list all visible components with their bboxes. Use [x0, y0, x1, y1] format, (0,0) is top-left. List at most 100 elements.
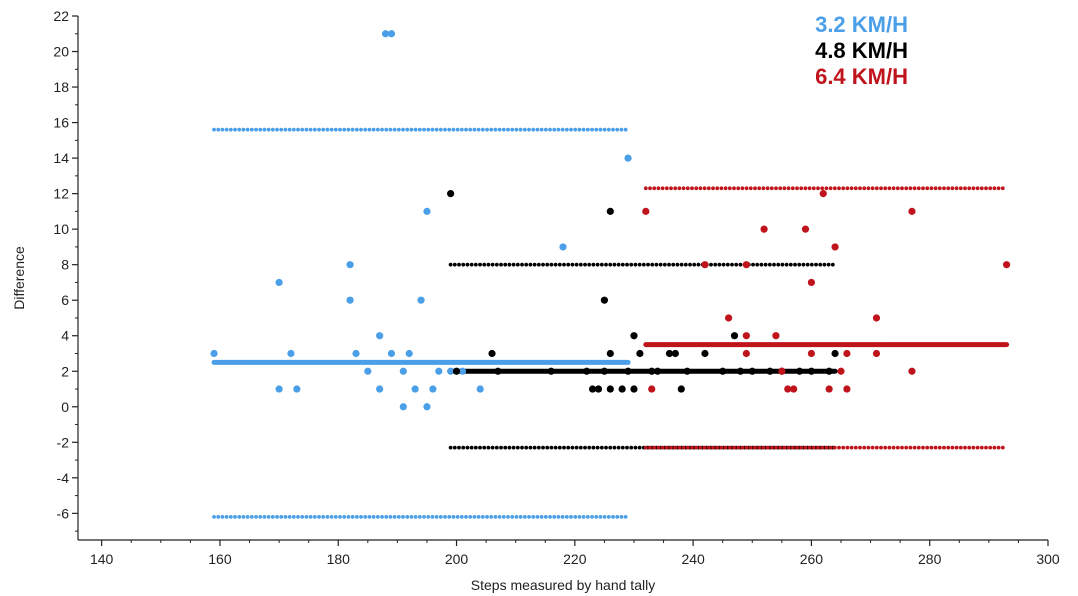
upper-limit-dot-1 [612, 262, 617, 267]
upper-limit-dot-2 [883, 186, 888, 191]
lower-limit-dot-2 [963, 445, 967, 450]
lower-limit-dot-0 [619, 515, 624, 519]
upper-limit-dot-2 [799, 186, 804, 191]
upper-limit-dot-2 [824, 186, 829, 191]
lower-limit-dot-0 [375, 515, 380, 519]
upper-limit-dot-1 [465, 262, 470, 267]
upper-limit-dot-0 [489, 127, 494, 132]
lower-limit-dot-1 [574, 445, 579, 450]
upper-limit-dot-2 [971, 186, 976, 191]
lower-limit-dot-0 [606, 515, 611, 519]
data-point-1 [447, 190, 455, 198]
upper-limit-dot-2 [698, 186, 703, 191]
lower-limit-dot-2 [992, 445, 997, 450]
upper-limit-dot-1 [616, 262, 621, 267]
y-tick-label: -6 [57, 505, 70, 521]
data-point-0 [275, 385, 283, 393]
lower-limit-dot-1 [562, 445, 566, 450]
upper-limit-dot-1 [688, 262, 692, 267]
upper-limit-dot-2 [870, 186, 875, 191]
upper-limit-dot-2 [954, 186, 959, 191]
upper-limit-dot-1 [805, 262, 810, 267]
data-point-2 [790, 385, 798, 393]
lower-limit-dot-0 [224, 515, 229, 519]
upper-limit-dot-1 [662, 262, 667, 267]
lower-limit-dot-0 [573, 515, 578, 519]
upper-limit-dot-2 [845, 186, 850, 191]
lower-limit-dot-1 [499, 445, 503, 450]
upper-limit-dot-2 [685, 186, 690, 191]
upper-limit-dot-0 [300, 127, 305, 132]
upper-limit-dot-2 [740, 186, 745, 191]
upper-limit-dot-2 [736, 186, 741, 191]
lower-limit-dot-1 [545, 445, 550, 450]
lower-limit-dot-2 [732, 445, 736, 450]
data-point-0 [287, 349, 295, 358]
lower-limit-dot-0 [594, 515, 599, 519]
upper-limit-dot-2 [858, 186, 862, 191]
upper-limit-dot-0 [585, 127, 590, 132]
data-point-1 [730, 332, 739, 340]
data-point-2 [778, 367, 786, 375]
data-point-2 [872, 349, 881, 358]
lower-limit-dot-0 [363, 515, 368, 519]
upper-limit-dot-0 [325, 127, 330, 132]
x-tick-label: 300 [1036, 551, 1060, 567]
lower-limit-dot-2 [828, 445, 833, 450]
lower-limit-dot-0 [359, 515, 363, 519]
lower-limit-dot-0 [447, 515, 452, 519]
upper-limit-dot-1 [520, 262, 524, 267]
legend: 3.2 KM/H4.8 KM/H6.4 KM/H [815, 12, 908, 89]
lower-limit-dot-2 [900, 445, 904, 450]
upper-limit-dot-0 [417, 127, 422, 132]
upper-limit-dot-0 [258, 127, 263, 132]
upper-limit-dot-2 [912, 186, 917, 191]
lower-limit-dot-1 [599, 445, 604, 450]
upper-limit-dot-2 [853, 186, 858, 191]
upper-limit-dot-0 [552, 127, 557, 132]
upper-limit-dot-0 [443, 127, 447, 132]
data-point-1 [648, 367, 656, 375]
upper-limit-dot-2 [879, 186, 883, 191]
lower-limit-dot-2 [841, 445, 846, 450]
lower-limit-dot-0 [480, 515, 485, 519]
data-point-1 [630, 332, 638, 340]
lower-limit-dot-2 [694, 445, 699, 450]
lower-limit-dot-2 [967, 445, 972, 450]
upper-limit-dot-0 [611, 127, 615, 132]
upper-limit-dot-1 [570, 262, 575, 267]
lower-limit-dot-2 [891, 445, 896, 450]
data-point-2 [648, 385, 656, 393]
data-point-2 [807, 349, 816, 358]
lower-limit-dot-2 [942, 445, 946, 450]
lower-limit-dot-1 [478, 445, 482, 450]
lower-limit-dot-0 [417, 515, 422, 519]
upper-limit-dot-1 [524, 262, 529, 267]
upper-limit-dot-2 [921, 186, 925, 191]
upper-limit-dot-1 [776, 262, 781, 267]
upper-limit-dot-2 [673, 186, 678, 191]
lower-limit-dot-2 [971, 445, 976, 450]
lower-limit-dot-2 [929, 445, 934, 450]
lower-limit-dot-0 [254, 515, 258, 519]
data-point-2 [784, 385, 792, 393]
upper-limit-dot-1 [759, 262, 764, 267]
lower-limit-dot-2 [690, 445, 694, 450]
upper-limit-dot-2 [933, 186, 938, 191]
upper-limit-dot-1 [784, 262, 789, 267]
upper-limit-dot-0 [287, 127, 292, 132]
data-point-2 [831, 243, 839, 251]
lower-limit-dot-1 [595, 445, 600, 450]
lower-limit-dot-1 [549, 445, 554, 450]
lower-limit-dot-0 [333, 515, 338, 519]
upper-limit-dot-2 [732, 186, 736, 191]
data-point-2 [1002, 261, 1011, 269]
upper-limit-dot-0 [270, 127, 275, 132]
lower-limit-dot-0 [514, 515, 519, 519]
lower-limit-dot-0 [296, 515, 300, 519]
lower-limit-dot-0 [220, 515, 225, 519]
upper-limit-dot-1 [675, 262, 680, 267]
lower-limit-dot-2 [727, 445, 732, 450]
data-point-2 [825, 385, 833, 393]
upper-limit-dot-0 [367, 127, 372, 132]
